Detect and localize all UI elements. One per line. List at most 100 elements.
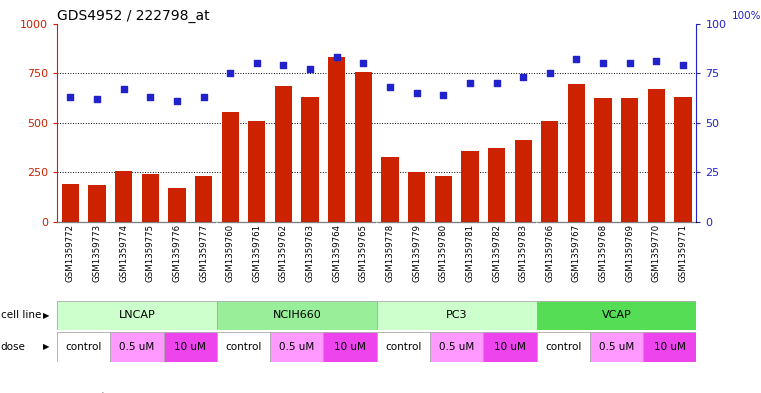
Point xyxy=(250,60,263,66)
Bar xyxy=(164,332,217,362)
Bar xyxy=(594,98,612,222)
Bar xyxy=(621,98,638,222)
Bar xyxy=(275,86,292,222)
Text: GSM1359769: GSM1359769 xyxy=(626,224,634,282)
Bar xyxy=(461,151,479,222)
Text: 10 uM: 10 uM xyxy=(654,342,686,352)
Text: GSM1359772: GSM1359772 xyxy=(66,224,75,283)
Bar xyxy=(381,156,399,222)
Text: NCIH660: NCIH660 xyxy=(272,310,321,320)
Text: GSM1359765: GSM1359765 xyxy=(359,224,368,283)
Text: GSM1359781: GSM1359781 xyxy=(466,224,474,283)
Bar xyxy=(355,72,372,222)
Bar xyxy=(217,301,377,330)
Text: control: control xyxy=(225,342,262,352)
Text: LNCAP: LNCAP xyxy=(119,310,155,320)
Text: VCAP: VCAP xyxy=(601,310,632,320)
Point xyxy=(224,70,236,76)
Text: GSM1359783: GSM1359783 xyxy=(519,224,527,283)
Text: GSM1359773: GSM1359773 xyxy=(93,224,101,283)
Text: GSM1359766: GSM1359766 xyxy=(546,224,554,283)
Bar xyxy=(110,332,164,362)
Point xyxy=(411,90,423,96)
Text: GSM1359771: GSM1359771 xyxy=(679,224,687,283)
Text: count: count xyxy=(76,392,106,393)
Text: cell line: cell line xyxy=(1,310,41,320)
Point xyxy=(571,56,583,62)
Bar xyxy=(568,84,585,222)
Bar xyxy=(648,89,665,222)
Point xyxy=(543,70,556,76)
Point xyxy=(677,62,689,68)
Text: GSM1359770: GSM1359770 xyxy=(652,224,661,283)
Text: control: control xyxy=(65,342,102,352)
Point xyxy=(490,80,502,86)
Text: GSM1359774: GSM1359774 xyxy=(119,224,128,283)
Text: ▶: ▶ xyxy=(43,342,50,351)
Text: GSM1359763: GSM1359763 xyxy=(306,224,314,283)
Bar xyxy=(590,332,643,362)
Point xyxy=(277,62,289,68)
Text: GSM1359780: GSM1359780 xyxy=(439,224,447,283)
Bar xyxy=(435,176,452,222)
Text: PC3: PC3 xyxy=(446,310,467,320)
Text: GSM1359762: GSM1359762 xyxy=(279,224,288,283)
Point xyxy=(384,84,396,90)
Bar xyxy=(217,332,270,362)
Text: control: control xyxy=(545,342,581,352)
Bar xyxy=(483,332,537,362)
Bar xyxy=(301,97,319,222)
Bar xyxy=(323,332,377,362)
Point xyxy=(198,94,210,100)
Point xyxy=(330,54,342,61)
Bar xyxy=(643,332,696,362)
Bar xyxy=(377,332,430,362)
Bar xyxy=(57,301,217,330)
Bar xyxy=(541,121,559,222)
Text: GSM1359760: GSM1359760 xyxy=(226,224,234,283)
Bar xyxy=(514,140,532,222)
Text: GSM1359777: GSM1359777 xyxy=(199,224,208,283)
Point xyxy=(650,58,662,64)
Text: GSM1359764: GSM1359764 xyxy=(333,224,341,283)
Text: 10 uM: 10 uM xyxy=(334,342,366,352)
Text: 0.5 uM: 0.5 uM xyxy=(439,342,474,352)
Text: 10 uM: 10 uM xyxy=(174,342,206,352)
Bar xyxy=(142,174,159,222)
Bar xyxy=(408,173,425,222)
Point xyxy=(517,74,530,80)
Point xyxy=(463,80,476,86)
Point xyxy=(597,60,609,66)
Bar xyxy=(270,332,323,362)
Bar xyxy=(62,184,79,222)
Text: control: control xyxy=(385,342,422,352)
Text: dose: dose xyxy=(1,342,26,352)
Point xyxy=(357,60,369,66)
Text: 10 uM: 10 uM xyxy=(494,342,526,352)
Text: GSM1359776: GSM1359776 xyxy=(173,224,181,283)
Text: GSM1359775: GSM1359775 xyxy=(146,224,154,283)
Bar xyxy=(430,332,483,362)
Point xyxy=(437,92,449,98)
Bar xyxy=(195,176,212,222)
Text: GDS4952 / 222798_at: GDS4952 / 222798_at xyxy=(57,9,210,22)
Bar xyxy=(115,171,132,222)
Text: ■: ■ xyxy=(57,390,68,393)
Point xyxy=(170,98,183,104)
Bar xyxy=(377,301,537,330)
Bar xyxy=(488,148,505,222)
Point xyxy=(117,86,129,92)
Text: 0.5 uM: 0.5 uM xyxy=(599,342,634,352)
Text: 0.5 uM: 0.5 uM xyxy=(119,342,154,352)
Point xyxy=(91,96,103,102)
Bar xyxy=(537,332,590,362)
Bar xyxy=(674,97,692,222)
Point xyxy=(624,60,636,66)
Bar xyxy=(88,185,106,222)
Point xyxy=(304,66,317,72)
Bar xyxy=(537,301,696,330)
Bar xyxy=(328,57,345,222)
Bar xyxy=(57,332,110,362)
Text: GSM1359768: GSM1359768 xyxy=(599,224,607,283)
Bar xyxy=(248,121,266,222)
